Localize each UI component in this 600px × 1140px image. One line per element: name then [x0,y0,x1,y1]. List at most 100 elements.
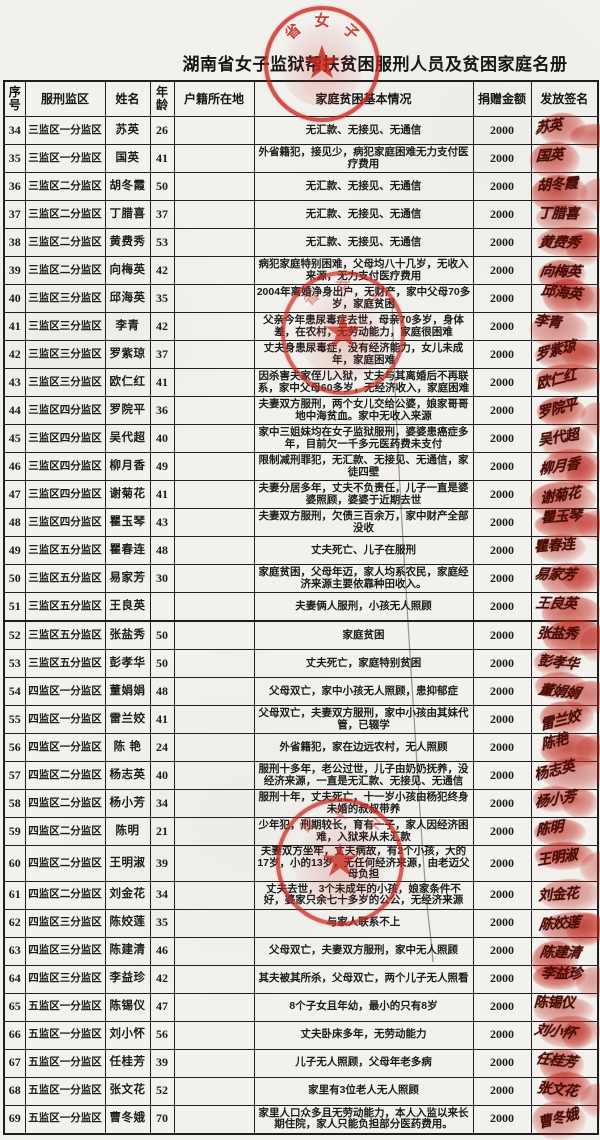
cell-situation: 外省籍犯，接见少，病犯家庭困难无力支付医疗费用 [254,145,473,173]
cell-amount: 2000 [473,537,531,565]
table-row: 35 三监区一分监区 国英 41 外省籍犯，接见少，病犯家庭困难无力支付医疗费用… [4,145,598,173]
cell-seq: 61 [4,881,25,909]
cell-name: 任桂芳 [105,1049,150,1077]
cell-seq: 41 [4,313,25,341]
cell-situation: 夫妻分居多年，丈夫不负责任，儿子一直是婆婆照顾，婆婆于近期去世 [254,481,473,509]
cell-district: 四监区二分监区 [25,881,105,909]
handwritten-signature: 吴代超 [537,429,579,447]
cell-situation: 2004年离婚净身出户，无财产，家中父母70多岁，家庭贫困 [254,285,473,313]
cell-situation: 儿子无人照顾，父母年老多病 [254,1049,473,1077]
cell-age: 56 [150,1021,174,1049]
cell-seq: 57 [4,762,25,790]
cell-name: 杨志英 [105,762,150,790]
table-row: 54 四监区一分监区 董娟娟 48 父母双亡，家中小孩无人照顾，患抑郁症 200… [4,678,598,706]
fingerprint-stamp [534,649,578,676]
cell-situation: 限制减刑罪犯，无汇款、无接见、无通信，家徒四壁 [254,453,473,481]
cell-district: 五监区一分监区 [25,1105,105,1134]
cell-signature: 柳月香 [531,453,598,481]
cell-amount: 2000 [473,937,531,965]
handwritten-signature: 陈建清 [539,946,581,958]
cell-residence [174,481,254,509]
cell-age: 37 [150,341,174,369]
cell-age: 42 [150,313,174,341]
col-header-signature: 发放签名 [531,81,598,117]
cell-situation: 夫妻俩人服刑，小孩无人照顾 [254,593,473,622]
table-row: 45 三监区四分监区 吴代超 40 家中三姐妹均在女子监狱服刑，婆婆患癌症多年，… [4,425,598,453]
table-row: 38 三监区二分监区 黄费秀 53 无汇款、无接见、无通信 2000 黄费秀 [4,229,598,257]
fingerprint-stamp-secondary [562,789,598,818]
table-row: 58 四监区二分监区 杨小芳 34 服刑十年，丈夫死亡，十一岁小孩由杨犯终身未婚… [4,790,598,818]
cell-residence [174,537,254,565]
cell-age: 34 [150,790,174,818]
cell-residence [174,341,254,369]
cell-age: 37 [150,201,174,229]
cell-district: 四监区三分监区 [25,937,105,965]
table-row: 66 五监区一分监区 刘小怀 56 丈夫卧床多年，无劳动能力 2000 刘小怀 [4,1021,598,1049]
col-header-residence: 户籍所在地 [174,81,254,117]
fingerprint-stamp [534,997,594,1024]
cell-situation: 服刑十多年，老公过世，儿子由奶奶抚养，没经济来源，一直是无汇款、无接见、无通信 [254,762,473,790]
cell-age: 42 [150,965,174,993]
fingerprint-stamp [535,511,600,539]
cell-seq: 43 [4,369,25,397]
cell-situation: 家中三姐妹均在女子监狱服刑，婆婆患癌症多年，目前欠一千多元医药费未支付 [254,425,473,453]
cell-residence [174,818,254,846]
cell-district: 三监区五分监区 [25,650,105,678]
cell-signature: 李青 [531,313,598,341]
cell-seq: 63 [4,937,25,965]
cell-seq: 68 [4,1077,25,1105]
cell-situation: 无汇款、无接见、无通信 [254,201,473,229]
cell-name: 雷兰姣 [105,706,150,734]
cell-situation: 外省籍犯，家在边远农村，无人照顾 [254,734,473,762]
cell-residence [174,1021,254,1049]
fingerprint-stamp [532,1101,586,1140]
cell-district: 四监区二分监区 [25,846,105,882]
cell-signature: 曹冬娥 [531,1105,598,1134]
cell-situation: 家庭贫困 [254,621,473,650]
cell-situation: 无汇款、无接见、无通信 [254,173,473,201]
cell-name: 谢菊花 [105,481,150,509]
table-row: 50 三监区五分监区 易家芳 30 家庭贫困，父母年迈，家人均系农民，家庭经济来… [4,565,598,593]
cell-amount: 2000 [473,257,531,285]
cell-district: 三监区四分监区 [25,453,105,481]
table-row: 34 三监区一分监区 苏英 26 无汇款、无接见、无通信 2000 苏英 [4,117,598,145]
cell-district: 三监区五分监区 [25,565,105,593]
cell-signature: 刘金花 [531,881,598,909]
cell-seq: 47 [4,481,25,509]
table-row: 48 三监区四分监区 瞿玉琴 43 夫妻双方服刑，欠债三百余万，家中财产全部没收… [4,509,598,537]
cell-name: 王良英 [105,593,150,622]
cell-name: 邱海英 [105,285,150,313]
cell-residence [174,117,254,145]
handwritten-signature: 李青 [533,315,561,329]
cell-seq: 50 [4,565,25,593]
cell-age: 41 [150,706,174,734]
table-row: 56 四监区一分监区 陈 艳 24 外省籍犯，家在边远农村，无人照顾 2000 … [4,734,598,762]
cell-district: 三监区二分监区 [25,257,105,285]
handwritten-signature: 向梅英 [539,266,581,278]
cell-signature: 易家芳 [531,565,598,593]
cell-name: 陈锡仪 [105,993,150,1021]
cell-name: 瞿春连 [105,537,150,565]
cell-situation: 家庭贫困，父母年迈，家人均系农民，家庭经济来源主要依靠种田收入。 [254,565,473,593]
handwritten-signature: 李益珍 [540,967,581,979]
cell-name: 柳月香 [105,453,150,481]
cell-residence [174,1049,254,1077]
cell-seq: 59 [4,818,25,846]
cell-signature: 陈明 [531,818,598,846]
cell-signature: 张盐秀 [531,621,598,650]
col-header-amount: 捐赠金额 [473,81,531,117]
scanned-document-page: 湖南省女子监狱帮扶贫困服刑人员及贫困家庭名册 序号 服刑监区 姓名 年龄 户籍所… [0,0,600,1100]
cell-district: 三监区四分监区 [25,481,105,509]
cell-age: 35 [150,285,174,313]
cell-signature: 雷兰姣 [531,706,598,734]
cell-situation: 夫妻双方服刑，欠债三百余万，家中财产全部没收 [254,509,473,537]
cell-district: 三监区四分监区 [25,425,105,453]
table-row: 69 五监区一分监区 曹冬娥 70 家里人口众多且无劳动能力，本人入监以来长期住… [4,1105,598,1134]
handwritten-signature: 邱海英 [540,285,582,301]
cell-age: 39 [150,846,174,882]
cell-residence [174,593,254,622]
cell-amount: 2000 [473,706,531,734]
table-row: 55 四监区一分监区 雷兰姣 41 父母双亡，夫妻双方服刑，家中小孩由其妹代管，… [4,706,598,734]
cell-name: 李青 [105,313,150,341]
cell-amount: 2000 [473,229,531,257]
